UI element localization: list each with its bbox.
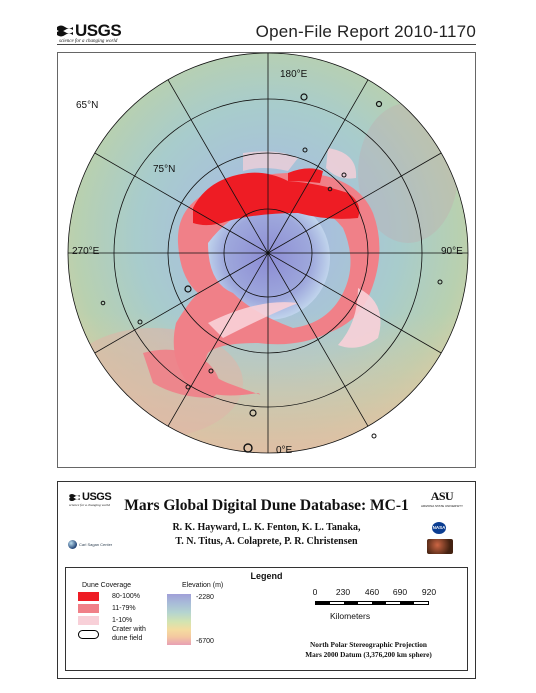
sagan-orb-icon (68, 540, 77, 549)
lon-label-0: 0°E (276, 445, 293, 456)
dune-coverage-heading: Dune Coverage (82, 582, 132, 589)
polar-map: 180°E 90°E 270°E 0°E 65°N 75°N (57, 52, 476, 468)
asu-tagline: ARIZONA STATE UNIVERSITY (420, 504, 463, 508)
usgs-logo: USGS science for a changing world (57, 21, 122, 44)
usgs-waves-icon (57, 25, 73, 36)
authors-line-2: T. N. Titus, A. Colaprete, P. R. Christe… (175, 536, 358, 547)
meridian-line (267, 79, 369, 254)
meridian-line (267, 252, 442, 354)
lon-label-270: 270°E (72, 246, 100, 257)
meridian-line (267, 252, 369, 427)
meridian-line (94, 252, 269, 354)
crater-markers (100, 93, 443, 453)
elevation-heading: Elevation (m) (182, 582, 224, 589)
scale-tick-690: 690 (392, 587, 408, 597)
report-title: Open-File Report 2010-1170 (255, 22, 476, 41)
dune-field-high (193, 172, 360, 226)
crater-label-2: dune field (112, 635, 143, 642)
graticule (67, 53, 469, 454)
swatch-11-79 (78, 604, 99, 613)
panel-usgs-wordmark: USGS (82, 491, 112, 503)
legend-title: Legend (250, 571, 283, 581)
label-11-79: 11-79% (112, 605, 136, 612)
panel-usgs-logo: USGS science for a changing world (69, 491, 112, 508)
label-80-100: 80-100% (112, 593, 141, 600)
projection-text: North Polar Stereographic Projection (310, 640, 427, 649)
mission-patch-icon (427, 539, 453, 554)
meridian-line (94, 152, 269, 254)
lon-label-90: 90°E (441, 246, 463, 257)
scale-tick-230: 230 (335, 587, 351, 597)
nasa-logo: NASA (432, 522, 446, 534)
scale-tick-460: 460 (364, 587, 380, 597)
nasa-wordmark: NASA (432, 525, 446, 530)
datum-text: Mars 2000 Datum (3,376,200 km sphere) (305, 650, 432, 659)
lon-label-180: 180°E (280, 69, 308, 80)
usgs-tagline: science for a changing world (59, 39, 118, 44)
header-divider (57, 44, 476, 45)
panel-usgs-tagline: science for a changing world (69, 503, 110, 507)
meridian-line (167, 252, 269, 427)
dune-field-medium (173, 172, 380, 396)
lat-label-75: 75°N (153, 164, 176, 175)
sagan-center-logo: Carl Sagan Center (68, 540, 112, 549)
scale-unit: Kilometers (329, 611, 371, 621)
authors-line-1: R. K. Hayward, L. K. Fenton, K. L. Tanak… (172, 522, 361, 533)
asu-wordmark: ASU (430, 489, 454, 503)
map-title: Mars Global Digital Dune Database: MC-1 (124, 497, 409, 514)
swatch-80-100 (78, 592, 99, 601)
lat-label-65: 65°N (76, 100, 99, 111)
scale-tick-0: 0 (312, 587, 318, 597)
crater-label-1: Crater with (112, 626, 146, 633)
polar-map-graphic (67, 53, 469, 454)
usgs-waves-icon (69, 493, 80, 502)
sagan-center-label: Carl Sagan Center (79, 542, 113, 547)
usgs-wordmark: USGS (75, 21, 122, 40)
scale-bar (315, 601, 429, 605)
meridian-line (167, 79, 269, 254)
swatch-1-10 (78, 616, 99, 625)
legend: Legend Dune Coverage 80-100% 11-79% 1-10… (65, 567, 468, 671)
elevation-min: -6700 (196, 638, 214, 645)
elevation-ramp (167, 594, 191, 645)
meridian-line (267, 152, 442, 254)
crater-swatch (78, 630, 99, 639)
asu-logo: ASU ARIZONA STATE UNIVERSITY (421, 489, 463, 508)
scale-tick-920: 920 (421, 587, 437, 597)
title-panel: USGS science for a changing world Mars G… (57, 481, 476, 679)
elevation-max: -2280 (196, 594, 214, 601)
label-1-10: 1-10% (112, 617, 133, 624)
